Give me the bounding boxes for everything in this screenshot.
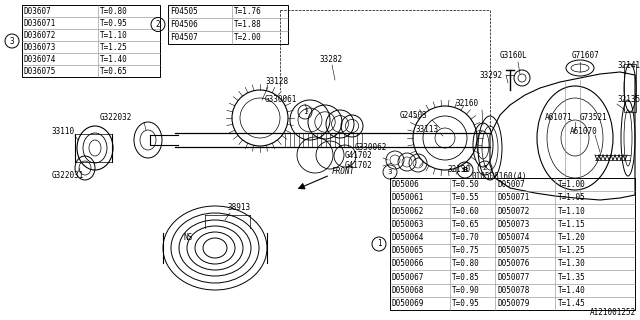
Text: D050075: D050075 [497,246,530,255]
Text: A61071: A61071 [545,114,573,123]
Text: T=1.10: T=1.10 [100,30,127,39]
Text: T=0.90: T=0.90 [452,286,480,295]
Bar [390,178,635,310]
Text: 33113: 33113 [415,125,438,134]
Text: 38913: 38913 [228,204,251,212]
Text: G322032: G322032 [100,114,132,123]
Text: D050065: D050065 [392,246,424,255]
Text: D050068: D050068 [392,286,424,295]
Text: D05006: D05006 [392,180,420,189]
Text: 32135: 32135 [617,95,640,105]
Text: D050076: D050076 [497,259,530,268]
Text: T=1.05: T=1.05 [557,193,585,202]
Text: D050071: D050071 [497,193,530,202]
Text: A61070: A61070 [570,127,598,137]
Text: F04507: F04507 [170,33,198,42]
Text: B: B [462,167,468,173]
Text: D05007: D05007 [497,180,525,189]
Text: D050069: D050069 [392,299,424,308]
Text: G330062: G330062 [355,143,387,153]
Text: T=0.95: T=0.95 [452,299,480,308]
Text: T=0.80: T=0.80 [452,259,480,268]
Text: 33128: 33128 [265,77,288,86]
Text: F04505: F04505 [170,7,198,16]
Text: T=0.55: T=0.55 [452,193,480,202]
Text: D050078: D050078 [497,286,530,295]
Text: T=0.65: T=0.65 [452,220,480,229]
Text: T=0.50: T=0.50 [452,180,480,189]
Text: T=1.45: T=1.45 [557,299,585,308]
Bar [168,5,288,44]
Text: D050073: D050073 [497,220,530,229]
Text: G24503: G24503 [400,110,428,119]
Text: T=1.20: T=1.20 [557,233,585,242]
Text: 1: 1 [303,109,307,115]
Text: T=1.40: T=1.40 [557,286,585,295]
Text: 1: 1 [377,239,381,249]
Text: D050077: D050077 [497,273,530,282]
Text: D050074: D050074 [497,233,530,242]
Text: D050061: D050061 [392,193,424,202]
Text: 3: 3 [388,169,392,175]
Text: G41702: G41702 [345,150,372,159]
Bar [22,5,160,77]
Text: 32160: 32160 [455,100,478,108]
Text: F04506: F04506 [170,20,198,29]
Text: D050066: D050066 [392,259,424,268]
Text: T=1.40: T=1.40 [100,54,127,63]
Text: T=1.15: T=1.15 [557,220,585,229]
Text: T=1.25: T=1.25 [100,43,127,52]
Text: T=1.25: T=1.25 [557,246,585,255]
Text: 2: 2 [156,20,160,29]
Text: T=0.65: T=0.65 [100,67,127,76]
Text: G322031: G322031 [52,171,84,180]
Text: D036072: D036072 [24,30,56,39]
Text: T=1.30: T=1.30 [557,259,585,268]
Text: G3160L: G3160L [500,51,528,60]
Text: A121001252: A121001252 [589,308,636,317]
Text: D050062: D050062 [392,206,424,215]
Text: D03607: D03607 [24,6,52,15]
Text: D036071: D036071 [24,19,56,28]
Text: T=0.95: T=0.95 [100,19,127,28]
Text: D050063: D050063 [392,220,424,229]
Text: 33292: 33292 [480,70,503,79]
Text: 010508160(4): 010508160(4) [472,172,527,181]
Text: 33110: 33110 [52,127,75,137]
Text: T=1.00: T=1.00 [557,180,585,189]
Text: T=1.88: T=1.88 [234,20,261,29]
Text: T=0.70: T=0.70 [452,233,480,242]
Text: D036075: D036075 [24,67,56,76]
Text: D036074: D036074 [24,54,56,63]
Text: T=1.76: T=1.76 [234,7,261,16]
Text: T=0.75: T=0.75 [452,246,480,255]
Text: D036073: D036073 [24,43,56,52]
Text: D050072: D050072 [497,206,530,215]
Text: T=0.85: T=0.85 [452,273,480,282]
Text: T=1.35: T=1.35 [557,273,585,282]
Text: 32141: 32141 [617,60,640,69]
Text: D050079: D050079 [497,299,530,308]
Text: T=0.80: T=0.80 [100,6,127,15]
Text: T=0.60: T=0.60 [452,206,480,215]
Text: G41702: G41702 [345,161,372,170]
Text: G73521: G73521 [580,114,608,123]
Text: G330061: G330061 [265,95,298,105]
Text: 3: 3 [10,36,14,45]
Text: D050064: D050064 [392,233,424,242]
Text: D050067: D050067 [392,273,424,282]
Text: T=2.00: T=2.00 [234,33,261,42]
Text: FRONT: FRONT [332,167,355,177]
Text: 32130: 32130 [447,165,470,174]
Text: 33282: 33282 [320,55,343,65]
Bar [624,64,636,112]
Text: T=1.10: T=1.10 [557,206,585,215]
Text: NS: NS [183,233,192,242]
Text: G71607: G71607 [572,51,600,60]
Text: 2: 2 [483,165,487,171]
